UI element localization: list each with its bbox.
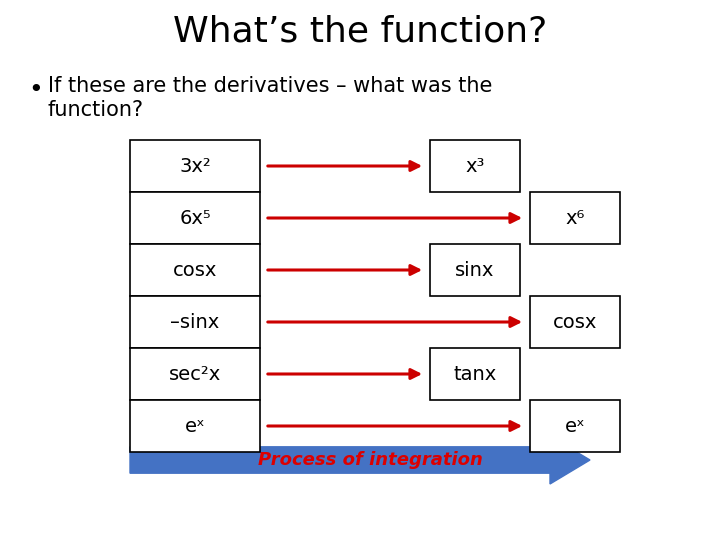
Bar xyxy=(530,400,620,452)
Text: 6x⁵: 6x⁵ xyxy=(179,208,211,227)
Text: tanx: tanx xyxy=(454,364,497,383)
Bar xyxy=(430,348,520,400)
FancyArrow shape xyxy=(130,436,590,484)
Text: Process of integration: Process of integration xyxy=(258,451,482,469)
Bar xyxy=(130,296,260,348)
Bar xyxy=(530,296,620,348)
Text: •: • xyxy=(28,78,42,102)
Text: –sinx: –sinx xyxy=(171,313,220,332)
Text: sinx: sinx xyxy=(455,260,495,280)
Bar xyxy=(130,244,260,296)
Text: x⁶: x⁶ xyxy=(565,208,585,227)
Text: function?: function? xyxy=(48,100,144,120)
Bar xyxy=(130,348,260,400)
Bar xyxy=(130,140,260,192)
Bar xyxy=(430,140,520,192)
Text: cosx: cosx xyxy=(553,313,597,332)
Text: If these are the derivatives – what was the: If these are the derivatives – what was … xyxy=(48,76,492,96)
Text: sec²x: sec²x xyxy=(169,364,221,383)
Text: eˣ: eˣ xyxy=(185,416,205,435)
Bar xyxy=(130,192,260,244)
Text: cosx: cosx xyxy=(173,260,217,280)
Bar xyxy=(130,400,260,452)
Text: What’s the function?: What’s the function? xyxy=(173,15,547,49)
Text: eˣ: eˣ xyxy=(564,416,585,435)
Bar xyxy=(430,244,520,296)
Text: 3x²: 3x² xyxy=(179,157,211,176)
Bar xyxy=(530,192,620,244)
Text: x³: x³ xyxy=(465,157,485,176)
